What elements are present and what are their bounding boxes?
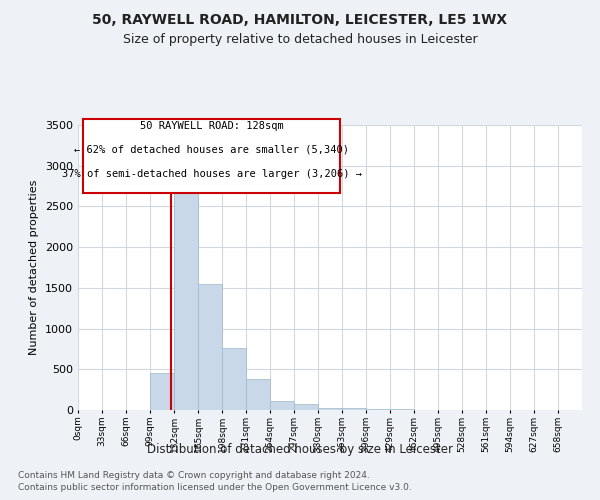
Text: ← 62% of detached houses are smaller (5,340): ← 62% of detached houses are smaller (5,… (74, 145, 349, 155)
Text: Contains HM Land Registry data © Crown copyright and database right 2024.: Contains HM Land Registry data © Crown c… (18, 471, 370, 480)
Text: 50, RAYWELL ROAD, HAMILTON, LEICESTER, LE5 1WX: 50, RAYWELL ROAD, HAMILTON, LEICESTER, L… (92, 12, 508, 26)
Bar (319, 408, 341, 410)
Text: 50 RAYWELL ROAD: 128sqm: 50 RAYWELL ROAD: 128sqm (140, 120, 283, 130)
Bar (223, 348, 245, 410)
Bar (199, 284, 221, 410)
Text: 37% of semi-detached houses are larger (3,206) →: 37% of semi-detached houses are larger (… (62, 169, 362, 179)
Bar (247, 379, 269, 410)
Bar (295, 404, 317, 410)
Bar (391, 409, 413, 410)
Bar (151, 374, 173, 410)
Bar (367, 409, 389, 410)
Y-axis label: Number of detached properties: Number of detached properties (29, 180, 40, 355)
Bar (175, 182, 197, 410)
Text: Size of property relative to detached houses in Leicester: Size of property relative to detached ho… (122, 32, 478, 46)
FancyBboxPatch shape (83, 120, 340, 194)
Text: Contains public sector information licensed under the Open Government Licence v3: Contains public sector information licen… (18, 484, 412, 492)
Bar (343, 408, 365, 410)
Bar (271, 400, 293, 410)
Text: Distribution of detached houses by size in Leicester: Distribution of detached houses by size … (147, 442, 453, 456)
